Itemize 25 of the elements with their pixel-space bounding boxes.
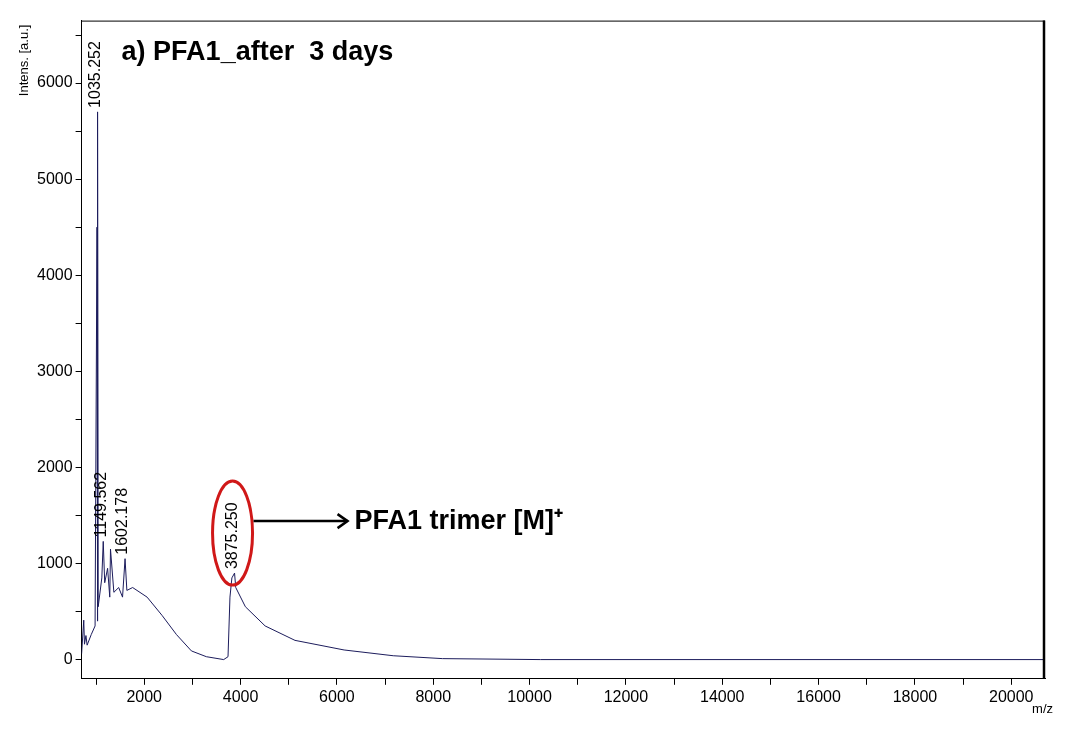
y-tick-label: 2000 bbox=[37, 457, 73, 475]
x-tick-label: 16000 bbox=[796, 687, 841, 705]
x-tick-label: 18000 bbox=[892, 687, 938, 705]
x-tick-label: 2000 bbox=[126, 687, 163, 705]
annotation: 3875.250 bbox=[222, 502, 240, 570]
y-tick-label: 3000 bbox=[37, 361, 73, 379]
x-axis-title: m/z bbox=[1032, 700, 1053, 716]
y-tick-label: 0 bbox=[63, 649, 73, 667]
text: a) PFA1_after 3 days bbox=[121, 35, 394, 66]
y-tick-label: 4000 bbox=[37, 265, 73, 283]
y-tick-label: 5000 bbox=[37, 169, 73, 187]
x-tick-label: 8000 bbox=[415, 687, 452, 705]
y-tick-label: 1000 bbox=[37, 553, 73, 571]
x-tick-label: 10000 bbox=[507, 687, 552, 705]
annotation: 1035.252 bbox=[86, 41, 104, 108]
y-tick-label: 6000 bbox=[37, 73, 73, 91]
annotation: PFA1 trimer [M]⁺ bbox=[354, 504, 564, 535]
x-tick-label: 20000 bbox=[989, 687, 1034, 705]
y-axis-title: Intens. [a.u.] bbox=[15, 24, 31, 97]
annotation: 1149.562 bbox=[91, 471, 109, 538]
x-tick-label: 4000 bbox=[222, 687, 259, 705]
annotation: 1602.178 bbox=[113, 487, 131, 555]
x-tick-label: 14000 bbox=[700, 687, 745, 705]
x-tick-label: 12000 bbox=[603, 687, 649, 705]
x-tick-label: 6000 bbox=[319, 687, 355, 705]
